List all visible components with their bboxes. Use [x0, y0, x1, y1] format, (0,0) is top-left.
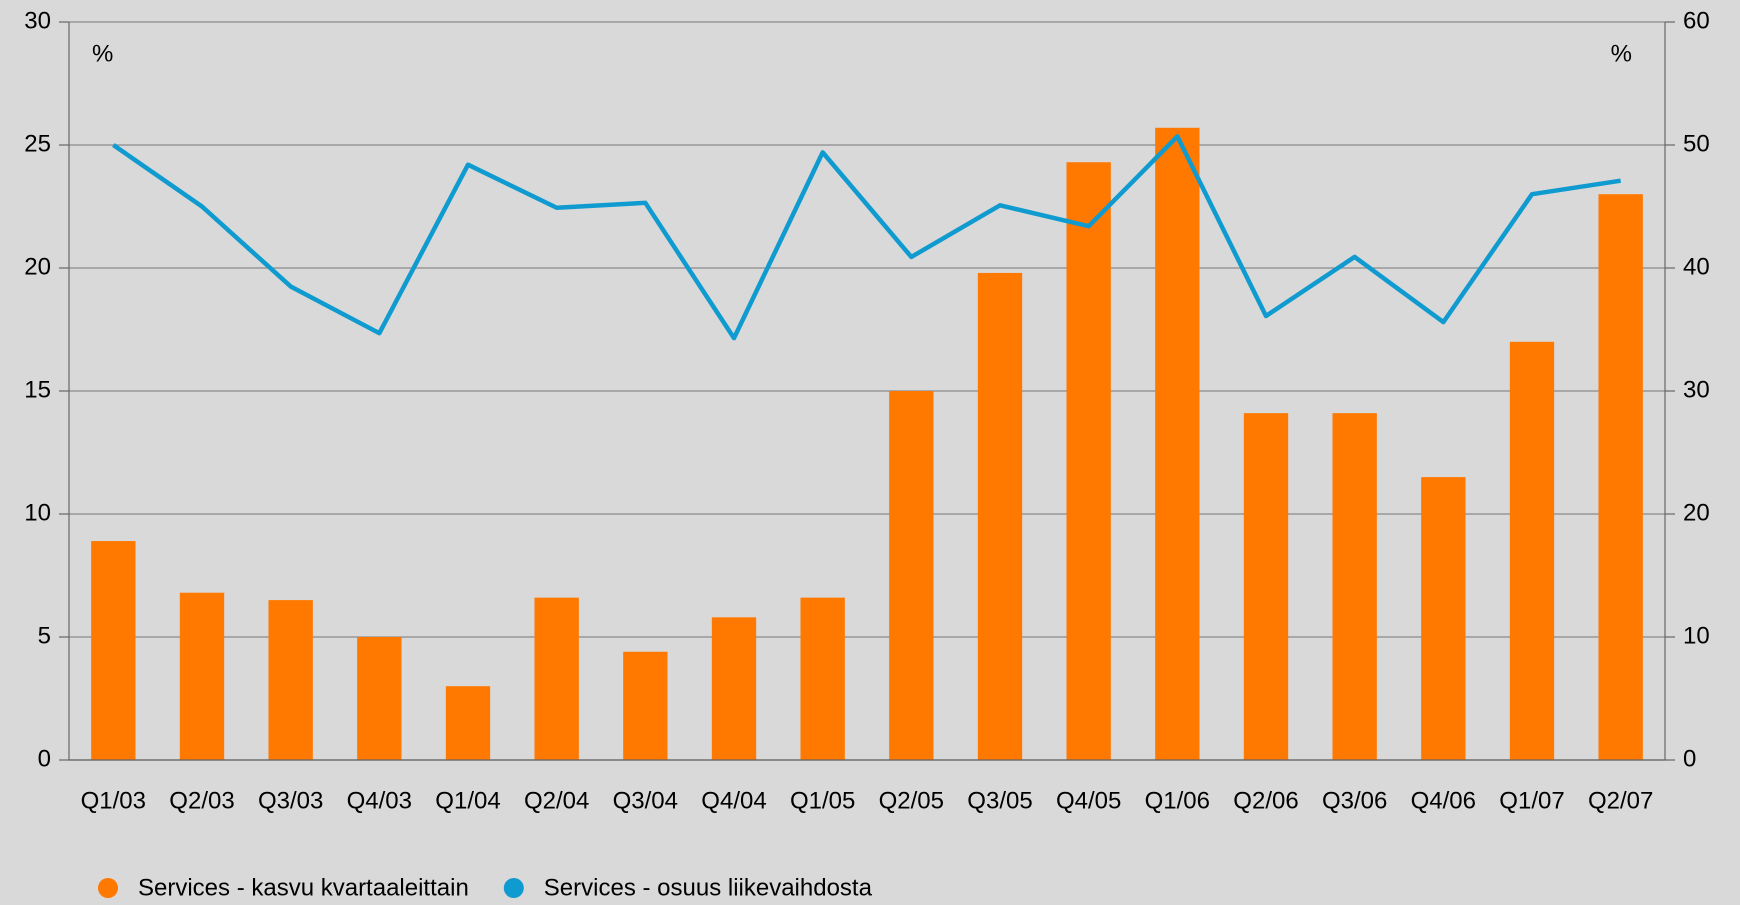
legend-label: Services - kasvu kvartaaleittain [138, 874, 469, 901]
bar [268, 600, 313, 760]
x-tick-label: Q3/03 [258, 787, 323, 814]
bar [91, 541, 136, 760]
x-tick-label: Q3/05 [967, 787, 1032, 814]
y2-tick-label: 40 [1683, 253, 1710, 280]
line [112, 134, 1622, 341]
x-tick-label: Q2/07 [1588, 787, 1653, 814]
x-tick-label: Q2/04 [524, 787, 589, 814]
y2-tick-label: 20 [1683, 499, 1710, 526]
legend-marker [98, 878, 118, 898]
bar [711, 617, 757, 760]
bar [889, 391, 934, 760]
x-tick-label: Q4/05 [1056, 787, 1121, 814]
bar [1155, 127, 1200, 760]
bar [1598, 194, 1643, 760]
y2-tick-label: 10 [1683, 622, 1710, 649]
bar [977, 272, 1023, 760]
legend-label: Services - osuus liikevaihdosta [544, 874, 873, 901]
y2-tick-label: 0 [1683, 745, 1696, 772]
x-tick-label: Q2/05 [879, 787, 944, 814]
y-tick-label: 25 [24, 130, 51, 157]
bar [800, 597, 845, 760]
x-tick-label: Q4/06 [1411, 787, 1476, 814]
x-tick-label: Q3/04 [613, 787, 678, 814]
bar [534, 597, 579, 760]
x-tick-label: Q1/04 [435, 787, 500, 814]
y-tick-label: 30 [24, 7, 51, 34]
x-tick-label: Q4/04 [701, 787, 766, 814]
x-tick-label: Q2/06 [1233, 787, 1298, 814]
y2-axis-label: % [1611, 40, 1632, 67]
y-tick-label: 10 [24, 499, 51, 526]
x-tick-label: Q1/07 [1499, 787, 1564, 814]
x-tick-label: Q3/06 [1322, 787, 1387, 814]
x-tick-label: Q1/03 [81, 787, 146, 814]
bar [623, 651, 668, 760]
x-tick-label: Q1/05 [790, 787, 855, 814]
bar [1243, 413, 1289, 760]
bar [1421, 477, 1466, 760]
y-tick-label: 15 [24, 376, 51, 403]
bar [179, 592, 225, 760]
bar [357, 637, 402, 760]
x-tick-label: Q4/03 [347, 787, 412, 814]
bar [1332, 413, 1377, 760]
y2-tick-label: 60 [1683, 7, 1710, 34]
y2-tick-label: 50 [1683, 130, 1710, 157]
legend-marker [503, 878, 524, 898]
y2-tick-label: 30 [1683, 376, 1710, 403]
y-tick-label: 5 [38, 622, 51, 649]
x-tick-label: Q2/03 [169, 787, 234, 814]
bar [445, 686, 491, 760]
bar [1066, 162, 1111, 761]
y-tick-label: 0 [38, 745, 51, 772]
x-tick-label: Q1/06 [1145, 787, 1210, 814]
bar [1509, 341, 1555, 760]
y-tick-label: 20 [24, 253, 51, 280]
y-axis-label: % [92, 40, 113, 67]
